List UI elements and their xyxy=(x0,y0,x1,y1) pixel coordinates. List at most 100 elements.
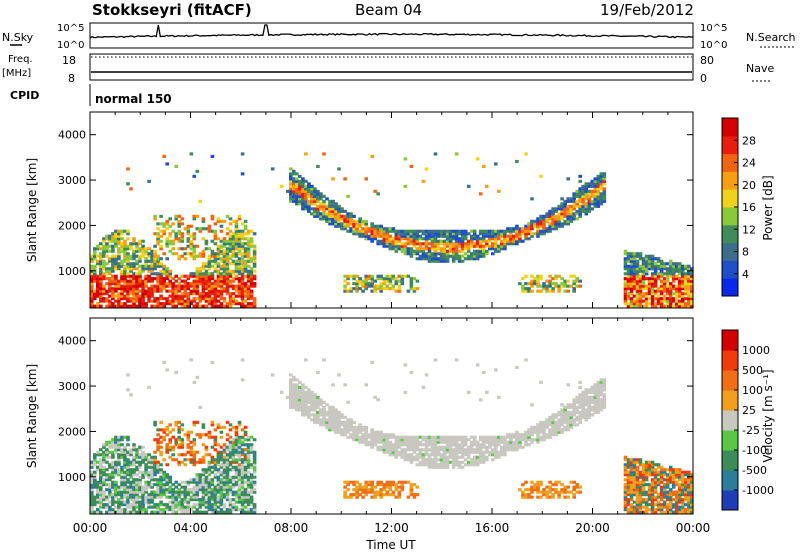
heatmap-cell xyxy=(463,463,468,467)
heatmap-cell xyxy=(114,287,118,291)
heatmap-cell xyxy=(189,488,194,492)
heatmap-cell xyxy=(144,455,148,459)
heatmap-cell xyxy=(331,420,335,424)
heatmap-cell xyxy=(228,302,233,306)
heatmap-cell xyxy=(165,289,169,293)
heatmap-cell xyxy=(225,262,230,266)
heatmap-cell xyxy=(219,430,224,434)
heatmap-cell xyxy=(243,470,248,474)
heatmap-cell xyxy=(246,478,251,482)
heatmap-cell xyxy=(108,463,112,467)
heatmap-cell xyxy=(201,500,206,504)
heatmap-cell xyxy=(400,488,405,492)
heatmap-cell xyxy=(213,460,218,464)
heatmap-cell xyxy=(343,415,347,419)
heatmap-cell xyxy=(216,500,221,504)
heatmap-cell xyxy=(135,490,139,494)
heatmap-cell xyxy=(367,435,371,439)
heatmap-cell xyxy=(472,450,477,454)
heatmap-cell xyxy=(557,219,561,223)
heatmap-cell xyxy=(485,234,489,238)
heatmap-cell xyxy=(195,292,200,296)
heatmap-cell xyxy=(623,289,628,293)
heatmap-cell xyxy=(162,435,166,439)
heatmap-cell xyxy=(237,249,242,253)
heatmap-cell xyxy=(90,292,94,296)
heatmap-cell xyxy=(156,488,160,492)
heatmap-cell xyxy=(225,470,230,474)
heatmap-cell xyxy=(554,224,558,228)
heatmap-cell xyxy=(159,478,163,482)
heatmap-cell xyxy=(629,297,634,301)
heatmap-cell xyxy=(331,217,335,221)
heatmap-cell xyxy=(304,189,308,193)
heatmap-cell xyxy=(240,297,245,301)
heatmap-cell xyxy=(243,304,248,308)
heatmap-cell xyxy=(192,217,197,221)
heatmap-cell xyxy=(460,234,465,238)
heatmap-cell xyxy=(252,480,257,484)
heatmap-cell xyxy=(150,465,154,469)
heatmap-cell xyxy=(123,274,127,278)
heatmap-cell xyxy=(481,460,486,464)
heatmap-cell xyxy=(656,264,661,268)
heatmap-cell xyxy=(114,277,118,281)
heatmap-cell xyxy=(533,485,537,489)
heatmap-cell xyxy=(186,229,191,233)
heatmap-cell xyxy=(548,433,552,437)
heatmap-cell xyxy=(198,252,203,256)
heatmap-cell xyxy=(587,204,592,208)
heatmap-cell xyxy=(554,217,558,221)
heatmap-cell xyxy=(246,249,251,253)
heatmap-cell xyxy=(448,438,453,442)
heatmap-cell xyxy=(132,284,136,288)
heatmap-cell xyxy=(542,219,546,223)
heatmap-cell xyxy=(370,430,374,434)
heatmap-cell xyxy=(466,390,471,394)
heatmap-cell xyxy=(668,264,673,268)
heatmap-cell xyxy=(159,470,163,474)
heatmap-cell xyxy=(90,498,94,502)
heatmap-cell xyxy=(394,277,399,281)
heatmap-cell xyxy=(373,495,377,499)
heatmap-cell xyxy=(358,219,362,223)
heatmap-cell xyxy=(376,227,380,231)
heatmap-cell xyxy=(448,242,453,246)
heatmap-cell xyxy=(451,237,456,241)
heatmap-cell xyxy=(581,207,585,211)
heatmap-cell xyxy=(415,232,420,236)
heatmap-cell xyxy=(349,227,353,231)
heatmap-cell xyxy=(237,458,242,462)
heatmap-cell xyxy=(319,403,323,407)
heatmap-cell xyxy=(382,277,387,281)
heatmap-cell xyxy=(403,440,408,444)
heatmap-cell xyxy=(430,237,435,241)
heatmap-cell xyxy=(198,277,203,281)
heatmap-cell xyxy=(183,289,188,293)
heatmap-cell xyxy=(671,279,676,283)
heatmap-cell xyxy=(93,292,97,296)
heatmap-cell xyxy=(228,453,233,457)
heatmap-cell xyxy=(421,448,426,452)
heatmap-cell xyxy=(198,199,203,203)
heatmap-cell xyxy=(524,430,528,434)
heatmap-cell xyxy=(186,297,191,301)
heatmap-cell xyxy=(439,463,444,467)
heatmap-cell xyxy=(231,458,236,462)
heatmap-cell xyxy=(102,453,106,457)
heatmap-cell xyxy=(445,460,450,464)
heatmap-cell xyxy=(183,510,188,514)
heatmap-cell xyxy=(117,443,121,447)
heatmap-cell xyxy=(240,378,245,382)
heatmap-cell xyxy=(207,254,212,258)
heatmap-cell xyxy=(623,282,628,286)
heatmap-cell xyxy=(403,234,408,238)
heatmap-cell xyxy=(635,269,640,273)
heatmap-cell xyxy=(430,458,435,462)
heatmap-cell xyxy=(204,292,209,296)
nave-tick-bottom: 0 xyxy=(700,72,707,85)
heatmap-cell xyxy=(665,297,670,301)
heatmap-cell xyxy=(466,450,471,454)
heatmap-cell xyxy=(289,395,293,399)
heatmap-cell xyxy=(647,284,652,288)
